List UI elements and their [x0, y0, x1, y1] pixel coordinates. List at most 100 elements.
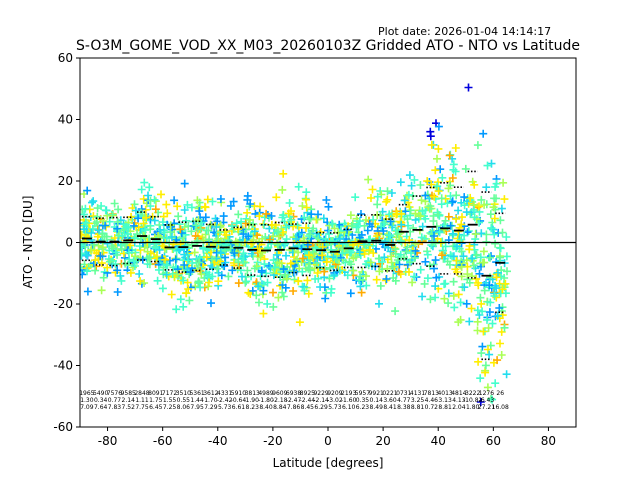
- scatter-point: [177, 229, 186, 238]
- scatter-point: [113, 288, 122, 296]
- scatter-point: [416, 265, 425, 274]
- scatter-point: [486, 210, 495, 219]
- bin-stat-label: 4.46: [425, 397, 439, 404]
- scatter-point: [440, 280, 449, 289]
- scatter-point: [205, 270, 214, 279]
- scatter-point: [502, 370, 511, 379]
- scatter-point: [80, 210, 88, 219]
- scatter-point: [167, 290, 176, 299]
- scatter-point: [416, 212, 425, 221]
- bin-stat-label: 1.55: [163, 397, 177, 404]
- scatter-point: [387, 252, 396, 261]
- scatter-point: [237, 217, 246, 226]
- scatter-point: [336, 253, 345, 262]
- scatter-point: [224, 272, 233, 281]
- scatter-point: [485, 308, 494, 317]
- scatter-point: [380, 220, 388, 228]
- scatter-point: [146, 196, 155, 205]
- scatter-point: [406, 206, 415, 215]
- scatter-point: [165, 239, 174, 248]
- scatter-point: [349, 266, 358, 275]
- scatter-point: [393, 256, 402, 264]
- scatter-point: [463, 270, 472, 279]
- scatter-point: [103, 239, 112, 248]
- bin-stat-label: 7.75: [135, 404, 149, 411]
- scatter-point: [234, 279, 243, 288]
- scatter-point: [134, 223, 143, 232]
- scatter-point: [457, 262, 466, 271]
- scatter-point: [171, 255, 180, 264]
- scatter-point: [265, 261, 273, 270]
- scatter-point: [231, 237, 240, 246]
- scatter-point: [386, 217, 395, 226]
- scatter-point: [98, 230, 107, 238]
- scatter-point: [436, 165, 445, 174]
- scatter-point: [444, 184, 453, 193]
- y-tick-label: -60: [53, 420, 73, 434]
- scatter-point: [368, 185, 377, 194]
- bin-stat-label: 3.60: [383, 397, 397, 404]
- scatter-point: [298, 202, 307, 210]
- bin-stat-label: -2.47: [286, 397, 302, 404]
- scatter-point: [418, 222, 427, 231]
- scatter-point: [434, 187, 443, 196]
- scatter-point: [278, 213, 287, 222]
- scatter-point: [113, 266, 122, 275]
- scatter-point: [250, 227, 259, 236]
- scatter-point: [162, 270, 171, 279]
- bin-stat-label: 8091: [148, 390, 163, 397]
- scatter-point: [212, 223, 221, 231]
- bin-stat-label: 5490: [93, 390, 108, 397]
- bin-stat-label: 2193: [341, 390, 356, 397]
- scatter-point: [382, 197, 391, 206]
- scatter-point: [304, 263, 313, 272]
- scatter-point: [80, 270, 87, 279]
- bin-stat-label: 9209: [327, 390, 342, 397]
- scatter-point: [307, 210, 316, 219]
- scatter-point: [453, 234, 462, 243]
- scatter-point: [145, 253, 154, 262]
- bin-stat-label: -2.18: [272, 397, 288, 404]
- y-tick-label: -20: [53, 297, 73, 311]
- scatter-point: [473, 306, 482, 315]
- scatter-point: [482, 230, 491, 239]
- scatter-point: [220, 262, 229, 271]
- scatter-point: [270, 263, 279, 272]
- scatter-point: [431, 166, 440, 175]
- scatter-point: [500, 280, 508, 289]
- scatter-point: [140, 178, 149, 187]
- scatter-point: [464, 227, 473, 235]
- scatter-point: [488, 319, 497, 328]
- scatter-point: [304, 289, 313, 298]
- scatter-point: [373, 200, 382, 209]
- scatter-point: [473, 326, 482, 335]
- scatter-point: [126, 268, 135, 277]
- scatter-point: [282, 223, 291, 232]
- scatter-point: [130, 234, 139, 243]
- scatter-point: [275, 259, 284, 267]
- scatter-point: [489, 203, 498, 212]
- scatter-point: [338, 249, 347, 258]
- scatter-point: [103, 263, 112, 272]
- scatter-point: [252, 291, 261, 300]
- scatter-point: [232, 219, 241, 228]
- scatter-point: [470, 180, 479, 189]
- scatter-point: [393, 230, 402, 238]
- scatter-point: [456, 315, 465, 324]
- bin-stat-label: 3.25: [411, 397, 425, 404]
- scatter-point: [281, 283, 290, 292]
- scatter-point: [491, 379, 500, 388]
- scatter-point: [397, 237, 405, 246]
- scatter-point: [420, 279, 429, 288]
- scatter-point: [433, 154, 441, 163]
- bin-stat-label: 5.73: [328, 404, 342, 411]
- scatter-point: [298, 267, 307, 276]
- scatter-point: [417, 233, 426, 242]
- scatter-point: [197, 270, 206, 278]
- scatter-point: [229, 197, 238, 206]
- scatter-point: [248, 286, 257, 295]
- scatter-point: [449, 252, 458, 261]
- scatter-point: [279, 169, 288, 178]
- scatter-point: [196, 283, 205, 292]
- scatter-point: [465, 241, 474, 250]
